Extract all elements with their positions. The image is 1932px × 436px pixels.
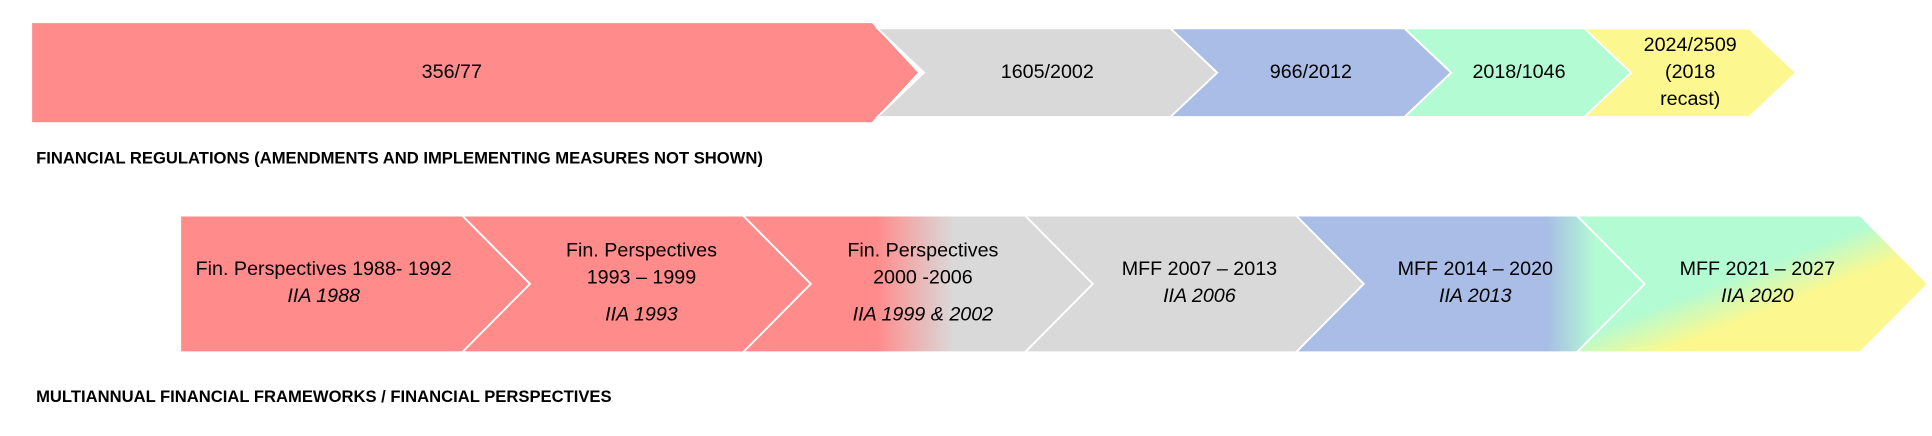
item-label: Fin. Perspectives xyxy=(566,239,717,261)
item-label: MFF 2007 – 2013 xyxy=(1122,258,1277,280)
item-label: MFF 2021 – 2027 xyxy=(1680,258,1835,280)
item-label: 1993 – 1999 xyxy=(587,267,697,289)
chevron xyxy=(30,21,921,125)
item-label: 2024/2509 xyxy=(1644,34,1737,56)
item-label: MFF 2014 – 2020 xyxy=(1398,258,1553,280)
item-note: IIA 1988 xyxy=(287,285,360,307)
item-note: IIA 2020 xyxy=(1721,285,1794,307)
item-label: 1605/2002 xyxy=(1001,61,1094,83)
item-note: IIA 2006 xyxy=(1163,285,1236,307)
item-label: 2018/1046 xyxy=(1472,61,1565,83)
chevron xyxy=(1574,214,1930,354)
item-label: Fin. Perspectives 1988- 1992 xyxy=(196,258,452,280)
section-label: MULTIANNUAL FINANCIAL FRAMEWORKS / FINAN… xyxy=(36,387,612,406)
item-label: recast) xyxy=(1660,88,1720,110)
item-label: 356/77 xyxy=(422,61,482,83)
item-label: Fin. Perspectives xyxy=(847,239,998,261)
item-label: 2000 -2006 xyxy=(873,267,973,289)
chevron xyxy=(179,214,532,354)
section-label: FINANCIAL REGULATIONS (AMENDMENTS AND IM… xyxy=(36,148,763,167)
item-note: IIA 1993 xyxy=(605,304,678,326)
chevron xyxy=(1581,27,1798,118)
item-label: 966/2012 xyxy=(1270,61,1352,83)
item-note: IIA 1999 & 2002 xyxy=(853,304,994,326)
item-note: IIA 2013 xyxy=(1439,285,1512,307)
item-label: (2018 xyxy=(1665,61,1715,83)
